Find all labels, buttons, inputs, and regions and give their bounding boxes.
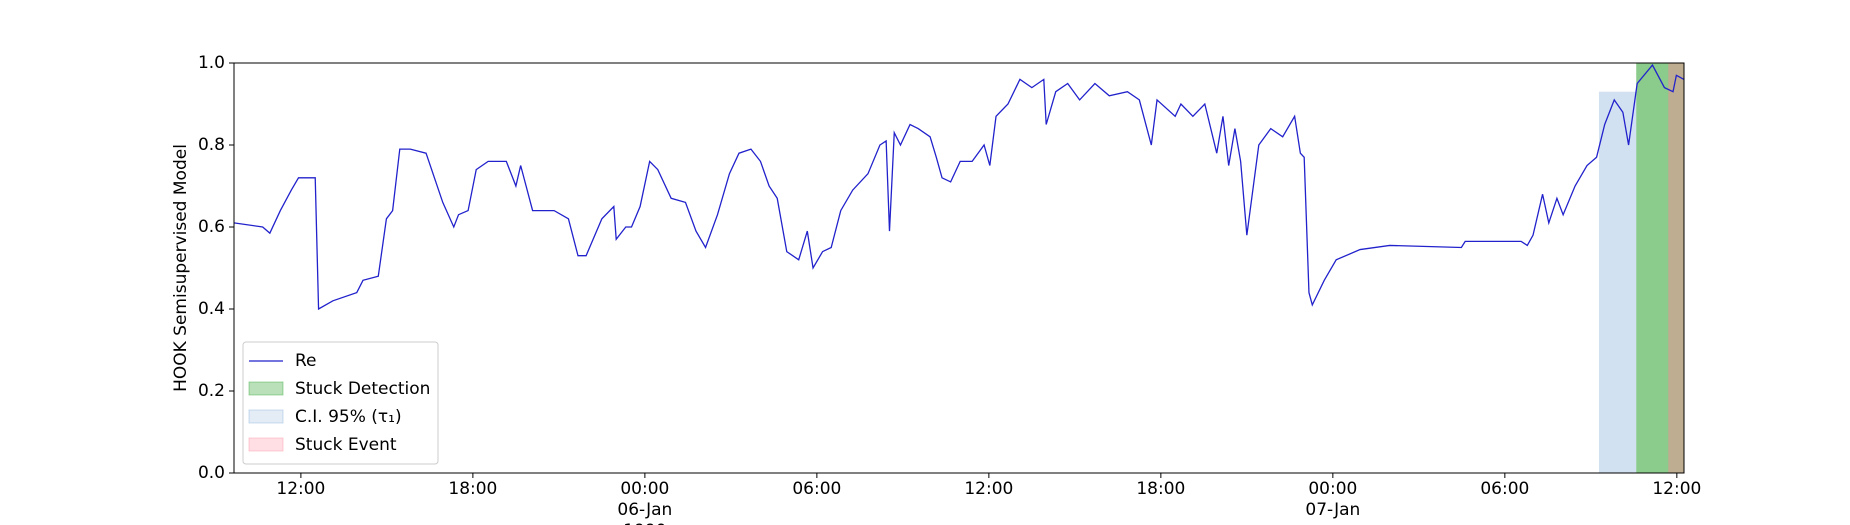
legend-patch (248, 409, 284, 424)
y-axis-label: HOOK Semisupervised Model (171, 144, 191, 392)
y-tick-label: 0.0 (198, 463, 225, 483)
x-tick-label: 06:00 (1480, 479, 1529, 499)
x-tick-label: 1990 (623, 521, 666, 525)
legend-patch (248, 437, 284, 452)
x-tick-label: 12:00 (964, 479, 1013, 499)
legend-label: Re (295, 351, 317, 371)
x-tick-label: 18:00 (448, 479, 497, 499)
x-tick-label: 00:00 (1308, 479, 1357, 499)
y-tick-label: 0.6 (198, 217, 225, 237)
legend-label: Stuck Detection (295, 379, 430, 399)
y-tick-label: 1.0 (198, 53, 225, 73)
x-tick-label: 06-Jan (617, 500, 672, 520)
span (1636, 63, 1684, 473)
legend-label: Stuck Event (295, 435, 397, 455)
x-tick-label: 07-Jan (1305, 500, 1360, 520)
x-tick-label: 12:00 (1652, 479, 1701, 499)
y-tick-label: 0.8 (198, 135, 225, 155)
span (1668, 63, 1684, 473)
plot-frame (233, 62, 1685, 474)
x-tick-label: 00:00 (620, 479, 669, 499)
x-tick-label: 06:00 (792, 479, 841, 499)
legend-patch (248, 381, 284, 396)
y-tick-label: 0.4 (198, 299, 225, 319)
x-tick-label: 18:00 (1136, 479, 1185, 499)
legend-box (242, 341, 439, 465)
x-tick-label: 12:00 (276, 479, 325, 499)
legend: Re Stuck Detection C.I. 95% (τ₁) Stuck Even… (242, 341, 439, 465)
y-tick-label: 0.2 (198, 381, 225, 401)
span (1598, 91, 1637, 473)
series-line (233, 63, 1685, 311)
legend-label: C.I. 95% (τ₁) (295, 407, 402, 427)
